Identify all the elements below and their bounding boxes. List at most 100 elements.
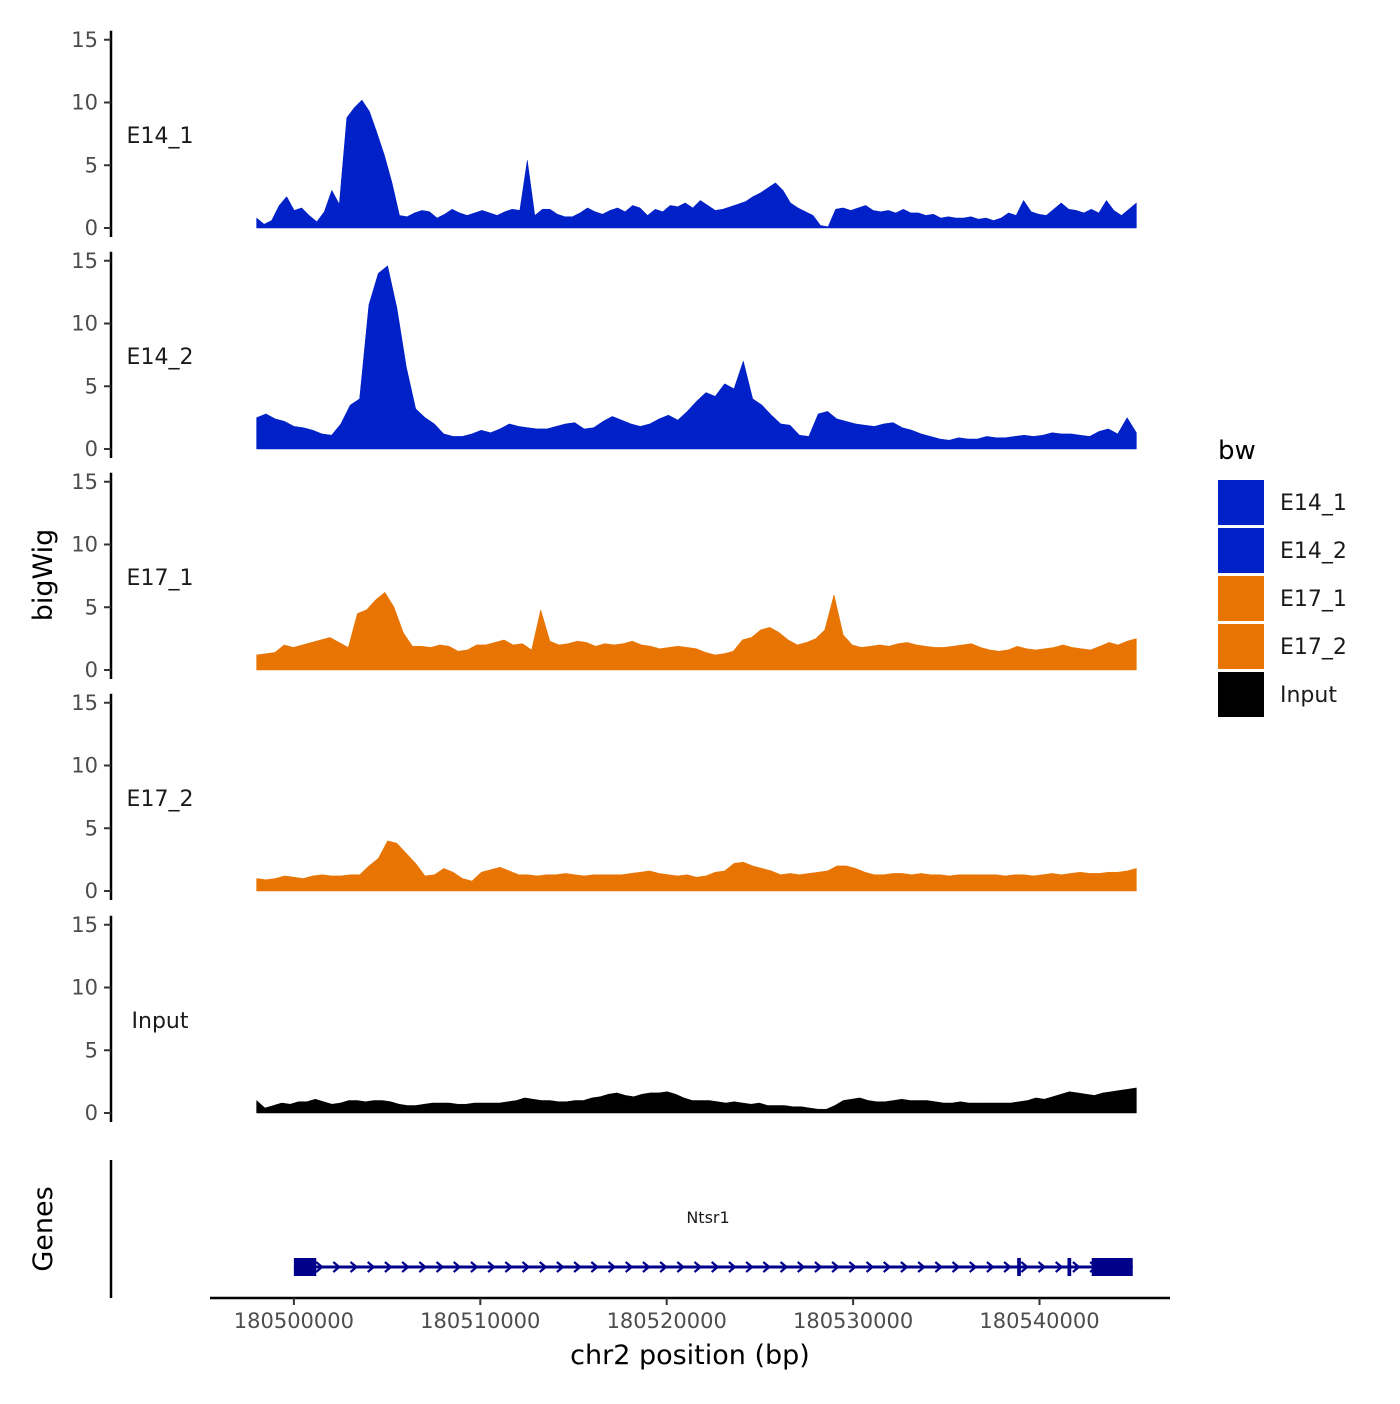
- strand-arrow: [951, 1261, 961, 1273]
- x-axis-title: chr2 position (bp): [570, 1340, 810, 1371]
- genes-axis-title: Genes: [28, 1186, 59, 1271]
- legend-item-E14_1: E14_1: [1218, 480, 1347, 525]
- strand-arrow: [470, 1261, 479, 1273]
- legend-item-E17_2: E17_2: [1218, 624, 1347, 669]
- y-tick-label: 0: [85, 437, 98, 461]
- legend-label: E14_2: [1280, 539, 1347, 564]
- x-tick-label: 180530000: [793, 1309, 913, 1333]
- gene-name-label: Ntsr1: [686, 1208, 729, 1227]
- track-E17_2: 0 5 10 15 E17_2: [71, 691, 1137, 903]
- strand-arrow: [1072, 1261, 1081, 1273]
- area-series-E17_2: [256, 840, 1137, 892]
- track-E17_1: 0 5 10 15 E17_1: [71, 470, 1137, 682]
- gene-exon: [1067, 1258, 1072, 1276]
- strand-arrow: [315, 1261, 324, 1273]
- legend-items: E14_1 E14_2 E17_1 E17_2 Input: [1218, 480, 1347, 717]
- track-label: E17_2: [127, 787, 194, 812]
- legend-label: E14_1: [1280, 491, 1347, 516]
- y-tick-label: 5: [85, 1038, 98, 1062]
- legend-item-Input: Input: [1218, 672, 1337, 717]
- legend-swatch: [1218, 576, 1264, 621]
- strand-arrow: [521, 1261, 531, 1273]
- strand-arrow: [332, 1261, 342, 1273]
- strand-arrow: [1054, 1261, 1064, 1273]
- y-tick-label: 15: [71, 691, 98, 715]
- strand-arrow: [796, 1261, 806, 1273]
- y-tick-label: 10: [71, 754, 98, 778]
- area-series-Input: [256, 1087, 1137, 1114]
- track-label: E14_1: [127, 124, 194, 149]
- legend-swatch: [1218, 480, 1264, 525]
- y-tick-label: 15: [71, 913, 98, 937]
- strand-arrow: [745, 1261, 754, 1273]
- strand-arrow: [968, 1261, 978, 1273]
- legend-label: Input: [1280, 683, 1337, 708]
- area-series-E14_2: [256, 265, 1137, 450]
- strand-arrow: [986, 1261, 995, 1273]
- legend-swatch: [1218, 624, 1264, 669]
- x-tick-label: 180500000: [234, 1309, 354, 1333]
- y-tick-label: 15: [71, 28, 98, 52]
- track-label: Input: [132, 1009, 189, 1034]
- strand-arrow: [779, 1261, 789, 1273]
- y-tick-label: 0: [85, 1101, 98, 1125]
- strand-arrow: [538, 1261, 548, 1273]
- strand-arrow: [573, 1261, 582, 1273]
- legend-label: E17_1: [1280, 587, 1347, 612]
- strand-arrow: [882, 1261, 892, 1273]
- strand-arrow: [384, 1261, 393, 1273]
- strand-arrow: [831, 1261, 840, 1273]
- y-axis-title: bigWig: [28, 529, 59, 622]
- x-tick-label: 180540000: [979, 1309, 1099, 1333]
- strand-arrow: [556, 1261, 565, 1273]
- y-tick-label: 10: [71, 91, 98, 115]
- strand-arrow: [366, 1261, 376, 1273]
- y-tick-label: 0: [85, 879, 98, 903]
- strand-arrow: [659, 1261, 668, 1273]
- legend-swatch: [1218, 672, 1264, 717]
- track-E14_2: 0 5 10 15 E14_2: [71, 249, 1137, 461]
- strand-arrow: [642, 1261, 651, 1273]
- y-tick-label: 5: [85, 374, 98, 398]
- strand-arrow: [624, 1261, 634, 1273]
- gene-model: [293, 1258, 1133, 1276]
- y-tick-label: 0: [85, 658, 98, 682]
- legend-item-E14_2: E14_2: [1218, 528, 1347, 573]
- strand-arrow: [710, 1261, 720, 1273]
- y-tick-label: 15: [71, 470, 98, 494]
- legend-label: E17_2: [1280, 635, 1347, 660]
- strand-arrow: [676, 1261, 686, 1273]
- strand-arrow: [452, 1261, 462, 1273]
- y-tick-label: 0: [85, 216, 98, 240]
- gene-exon: [293, 1258, 317, 1276]
- x-tick-label: 180520000: [607, 1309, 727, 1333]
- y-tick-label: 10: [71, 976, 98, 1000]
- x-axis: 180500000 180510000 180520000 180530000 1805…: [210, 1296, 1170, 1371]
- strand-arrow: [487, 1261, 496, 1273]
- strand-arrow: [1037, 1261, 1047, 1273]
- track-E14_1: 0 5 10 15 E14_1: [71, 28, 1137, 240]
- track-Input: 0 5 10 15 Input: [71, 913, 1137, 1125]
- y-tick-label: 5: [85, 595, 98, 619]
- gene-exon: [1091, 1258, 1133, 1276]
- legend: bw E14_1 E14_2 E17_1 E17_2 Input: [1218, 436, 1347, 717]
- x-tick-label: 180510000: [420, 1309, 540, 1333]
- strand-arrow: [762, 1261, 772, 1273]
- strand-arrow: [728, 1261, 737, 1273]
- tracks-group: 0 5 10 15 E14_1 0 5 10 15 E14_2 0 5 10 15 E17_1 0 5 10 15 E…: [71, 28, 1137, 1125]
- strand-arrow: [607, 1261, 617, 1273]
- strand-arrow: [1003, 1261, 1012, 1273]
- gene-panel: Genes Ntsr1: [28, 1160, 1133, 1298]
- legend-title: bw: [1218, 436, 1256, 466]
- strand-arrow: [1020, 1261, 1030, 1273]
- strand-arrow: [435, 1261, 445, 1273]
- strand-arrow: [848, 1261, 858, 1273]
- area-series-E17_1: [256, 591, 1137, 671]
- strand-arrow: [900, 1261, 909, 1273]
- strand-arrow: [349, 1261, 359, 1273]
- strand-arrow: [401, 1261, 410, 1273]
- legend-item-E17_1: E17_1: [1218, 576, 1347, 621]
- strand-arrow: [814, 1261, 823, 1273]
